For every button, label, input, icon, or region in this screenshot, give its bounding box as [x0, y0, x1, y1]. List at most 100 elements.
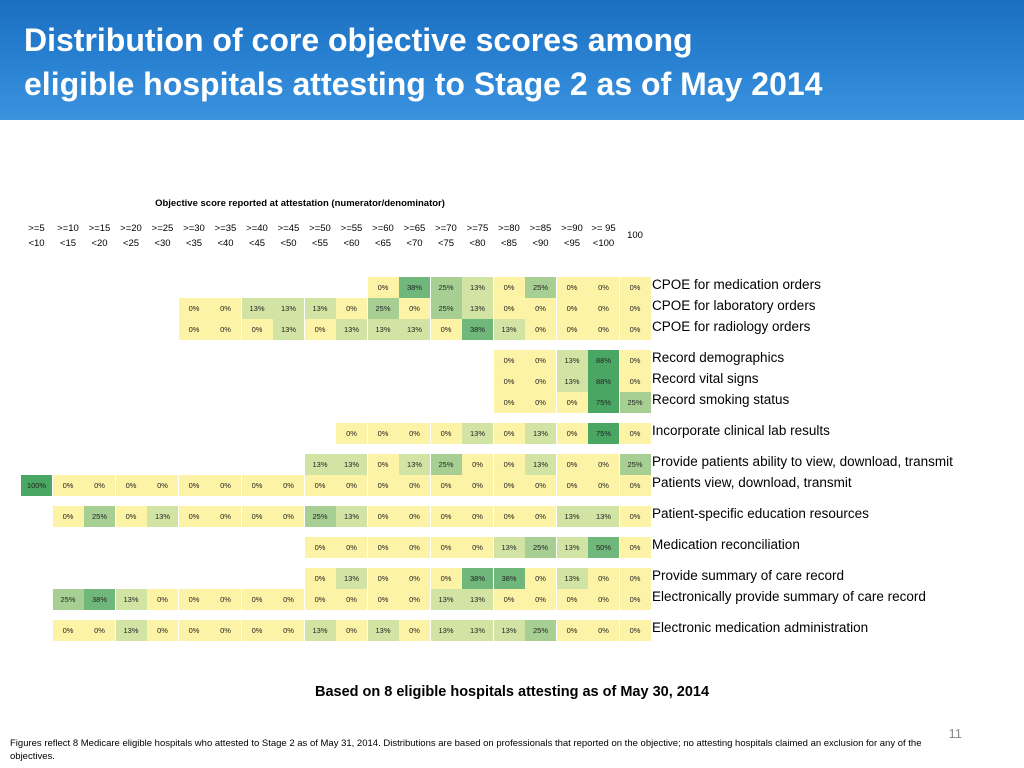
- heatmap-cell: 0%: [115, 475, 147, 496]
- heatmap-cell: 0%: [115, 506, 147, 527]
- heatmap-cell: 13%: [147, 506, 178, 527]
- heatmap-cell: 25%: [430, 277, 462, 298]
- heatmap-cell: 13%: [462, 298, 493, 319]
- row-label: Record demographics: [652, 350, 785, 365]
- heatmap-cell: 13%: [462, 423, 493, 444]
- heatmap-cell: 0%: [556, 298, 588, 319]
- heatmap-cell: 0%: [619, 298, 651, 319]
- heatmap-cell: 0%: [210, 506, 241, 527]
- heatmap-cell: 0%: [493, 454, 525, 475]
- heatmap-cell: 13%: [493, 537, 525, 558]
- heatmap-cell: 0%: [619, 277, 651, 298]
- heatmap-cell: 0%: [525, 298, 556, 319]
- heatmap-cell: 0%: [462, 537, 493, 558]
- column-label: >=70 <75: [435, 223, 457, 249]
- heatmap-cell: 13%: [273, 319, 304, 340]
- heatmap-cell: 25%: [304, 506, 336, 527]
- heatmap-cell: 25%: [525, 537, 556, 558]
- heatmap-cell: 50%: [588, 537, 619, 558]
- column-label: >=35 <40: [214, 223, 237, 249]
- heatmap-cell: 0%: [399, 568, 430, 589]
- heatmap-cell: 0%: [493, 277, 525, 298]
- heatmap-cell: 13%: [493, 319, 525, 340]
- heatmap-cell: 25%: [619, 392, 651, 413]
- heatmap-cell: 0%: [525, 475, 556, 496]
- heatmap-cell: 0%: [493, 350, 525, 371]
- row-label: Provide summary of care record: [652, 568, 845, 583]
- row-label: Record vital signs: [652, 371, 759, 386]
- heatmap-cell: 100%: [21, 475, 52, 496]
- heatmap-cell: 13%: [556, 350, 588, 371]
- column-label: >=90 <95: [561, 223, 583, 249]
- heatmap-cell: 13%: [336, 568, 367, 589]
- heatmap-cell: 0%: [178, 506, 210, 527]
- heatmap-cell: 0%: [399, 589, 430, 610]
- heatmap-cell: 0%: [462, 475, 493, 496]
- heatmap-cell: 0%: [367, 589, 399, 610]
- heatmap-cell: 0%: [588, 620, 619, 641]
- heatmap-cell: 0%: [84, 475, 115, 496]
- heatmap-cell: 0%: [210, 620, 241, 641]
- heatmap-cell: 0%: [336, 589, 367, 610]
- heatmap-cell: 0%: [556, 277, 588, 298]
- heatmap-cell: 75%: [588, 423, 619, 444]
- heatmap-cell: 13%: [273, 298, 304, 319]
- heatmap-cell: 0%: [241, 589, 273, 610]
- heatmap-cell: 0%: [336, 298, 367, 319]
- heatmap-cell: 25%: [619, 454, 651, 475]
- heatmap-cell: 0%: [525, 319, 556, 340]
- heatmap-cell: 0%: [210, 475, 241, 496]
- heatmap-cell: 0%: [525, 371, 556, 392]
- heatmap-cell: 13%: [588, 506, 619, 527]
- heatmap-cell: 0%: [493, 392, 525, 413]
- heatmap-cell: 0%: [178, 298, 210, 319]
- heatmap-cell: 0%: [619, 506, 651, 527]
- heatmap-cell: 0%: [273, 620, 304, 641]
- heatmap-cell: 0%: [556, 454, 588, 475]
- heatmap-cell: 0%: [147, 475, 178, 496]
- heatmap-cell: 0%: [399, 423, 430, 444]
- heatmap-cell: 0%: [273, 589, 304, 610]
- heatmap-cell: 13%: [367, 319, 399, 340]
- heatmap-cell: 13%: [336, 319, 367, 340]
- heatmap-cell: 0%: [273, 475, 304, 496]
- column-label: >=10 <15: [57, 223, 79, 249]
- heatmap-cell: 88%: [588, 350, 619, 371]
- row-label: CPOE for radiology orders: [652, 319, 811, 334]
- heatmap-cell: 0%: [210, 589, 241, 610]
- column-label: >=30 <35: [183, 223, 205, 249]
- heatmap-cell: 0%: [178, 589, 210, 610]
- heatmap-cell: 38%: [84, 589, 115, 610]
- heatmap-cell: 13%: [525, 454, 556, 475]
- heatmap-cell: 13%: [115, 620, 147, 641]
- heatmap-cell: 0%: [304, 589, 336, 610]
- heatmap-cell: 0%: [241, 620, 273, 641]
- heatmap-cell: 0%: [399, 537, 430, 558]
- heatmap-cell: 0%: [493, 298, 525, 319]
- sample-note: Based on 8 eligible hospitals attesting …: [314, 684, 710, 700]
- footnote: Figures reflect 8 Medicare eligible hosp…: [10, 738, 922, 762]
- heatmap-cell: 0%: [525, 589, 556, 610]
- x-axis-title: Objective score reported at attestation …: [155, 198, 445, 209]
- heatmap-cell: 0%: [241, 506, 273, 527]
- heatmap-cell: 0%: [147, 589, 178, 610]
- heatmap-cell: 13%: [336, 454, 367, 475]
- heatmap-cell: 0%: [619, 319, 651, 340]
- heatmap-cell: 0%: [525, 506, 556, 527]
- heatmap-cell: 0%: [525, 392, 556, 413]
- column-label: >=50 <55: [309, 223, 331, 249]
- heatmap-cell: 0%: [619, 350, 651, 371]
- heatmap-cell: 13%: [430, 620, 462, 641]
- heatmap-cell: 0%: [588, 298, 619, 319]
- heatmap-cell: 0%: [619, 537, 651, 558]
- heatmap-cell: 0%: [367, 506, 399, 527]
- heatmap-cell: 0%: [367, 277, 399, 298]
- heatmap-cell: 25%: [525, 277, 556, 298]
- column-label: >=75 <80: [466, 223, 489, 249]
- heatmap-cell: 0%: [304, 319, 336, 340]
- heatmap-cell: 0%: [556, 620, 588, 641]
- heatmap-cell: 0%: [619, 423, 651, 444]
- heatmap-cell: 13%: [493, 620, 525, 641]
- heatmap-cell: 0%: [210, 319, 241, 340]
- heatmap-cell: 0%: [367, 537, 399, 558]
